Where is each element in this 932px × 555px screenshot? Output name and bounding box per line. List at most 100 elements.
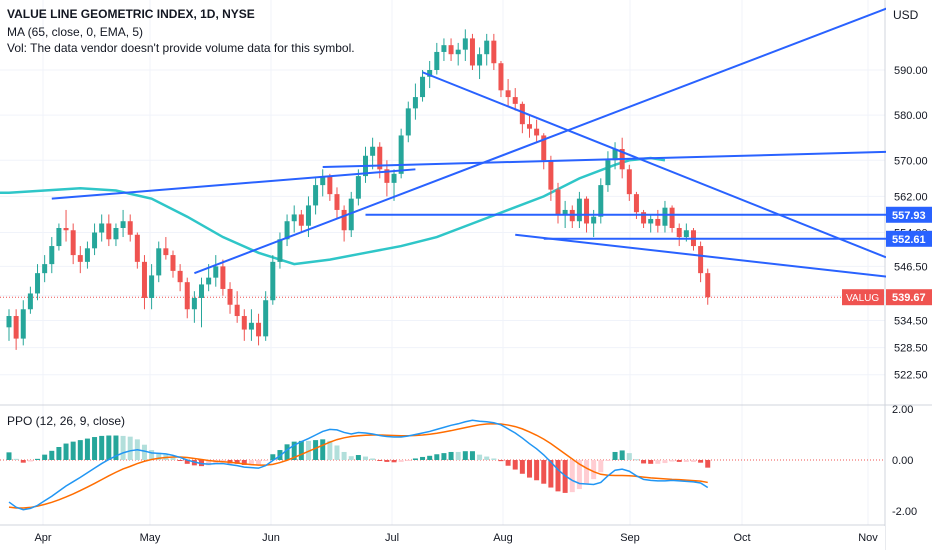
candle-body <box>427 70 433 77</box>
ppo-histogram-bar <box>519 460 525 474</box>
candle-body <box>149 275 155 298</box>
candle <box>256 313 262 346</box>
candle-body <box>6 316 12 328</box>
candle <box>20 300 26 346</box>
candle-body <box>462 38 468 50</box>
ppo-histogram-bar <box>348 456 354 460</box>
ppo-histogram-bar <box>569 460 575 493</box>
candle <box>363 146 368 183</box>
chart-title: VALUE LINE GEOMETRIC INDEX, 1D, NYSE <box>7 7 255 21</box>
ppo-histogram-bar <box>156 452 162 460</box>
ppo-indicator-label[interactable]: PPO (12, 26, 9, close) <box>7 414 126 428</box>
candle <box>569 205 575 228</box>
ma-indicator-label[interactable]: MA (65, close, 0, EMA, 5) <box>7 25 144 39</box>
candle <box>141 255 147 310</box>
ppo-histogram-bar <box>534 460 540 481</box>
ppo-histogram-bar <box>120 435 126 460</box>
candle <box>263 291 269 341</box>
trendline <box>194 0 912 275</box>
ppo-histogram-bar <box>505 460 511 466</box>
candle <box>626 164 632 201</box>
candle-body <box>705 273 711 298</box>
ppo-histogram-bar <box>56 446 62 460</box>
price-badge <box>886 230 932 247</box>
candle-body <box>106 223 112 240</box>
candle-body <box>35 273 41 294</box>
ppo-histogram-bar <box>448 451 454 460</box>
candle <box>13 309 19 350</box>
ppo-histogram-bar <box>526 460 532 478</box>
candle-body <box>420 76 426 98</box>
y-tick-label: 528.50 <box>894 343 928 355</box>
candle <box>113 223 119 247</box>
candle-body <box>113 228 119 240</box>
candle <box>298 209 304 233</box>
candle <box>477 47 483 80</box>
ppo-histogram-bar <box>6 452 12 460</box>
candle <box>120 209 126 238</box>
candle-body <box>234 304 240 317</box>
ppo-histogram-bar <box>655 460 661 464</box>
ppo-histogram-bar <box>206 460 212 466</box>
ppo-histogram-bar <box>469 451 475 460</box>
currency-label[interactable]: USD <box>893 8 919 22</box>
candle <box>491 33 497 70</box>
candle-body <box>156 248 162 276</box>
candle-body <box>669 207 675 228</box>
candle <box>505 79 511 107</box>
candle-body <box>213 266 219 278</box>
price-badge <box>886 206 932 223</box>
candle <box>227 282 233 314</box>
candle-body <box>241 316 247 330</box>
candle <box>291 205 297 233</box>
candle-body <box>576 198 582 222</box>
candle <box>134 232 140 269</box>
candle <box>320 169 326 197</box>
candle <box>163 237 169 260</box>
candle <box>234 291 240 323</box>
y-tick-label: 546.50 <box>894 261 928 273</box>
candle <box>512 88 518 111</box>
candle <box>270 255 276 305</box>
ppo-histogram-bar <box>598 460 604 473</box>
ppo-histogram-bar <box>341 451 347 460</box>
candle <box>277 232 283 269</box>
ppo-histogram-bar <box>35 458 41 460</box>
candle-body <box>477 54 483 66</box>
candle <box>576 191 582 228</box>
candle-body <box>120 221 126 228</box>
candle-body <box>77 255 83 262</box>
candle <box>63 209 69 242</box>
x-tick-label: Jun <box>262 532 280 544</box>
candle-body <box>448 45 454 55</box>
candle <box>455 42 461 66</box>
ppo-histogram-bar <box>705 460 711 468</box>
ppo-histogram-bar <box>363 456 368 460</box>
candle <box>49 237 55 274</box>
candle-body <box>13 316 19 339</box>
candle-body <box>355 176 361 199</box>
ppo-histogram-bar <box>612 451 618 460</box>
ppo-histogram-bar <box>70 441 76 460</box>
ppo-y-tick-label: -2.00 <box>892 506 917 518</box>
y-tick-label: 570.00 <box>894 155 928 167</box>
candle <box>70 223 76 265</box>
candle <box>248 309 254 341</box>
ppo-histogram-bar <box>633 459 639 461</box>
ppo-histogram-bar <box>141 444 147 460</box>
ppo-histogram-bar <box>676 460 682 462</box>
candle <box>498 60 504 98</box>
candle-body <box>298 214 304 226</box>
ppo-histogram-bar <box>576 460 582 490</box>
candle-body <box>127 221 133 235</box>
candle-body <box>92 232 98 249</box>
ppo-histogram-bar <box>498 460 504 462</box>
candle-body <box>134 234 140 262</box>
candle-body <box>648 218 654 224</box>
candle <box>220 259 226 296</box>
candle <box>313 178 319 215</box>
candle-body <box>612 149 618 161</box>
candle <box>662 200 668 233</box>
x-tick-label: Nov <box>858 532 878 544</box>
